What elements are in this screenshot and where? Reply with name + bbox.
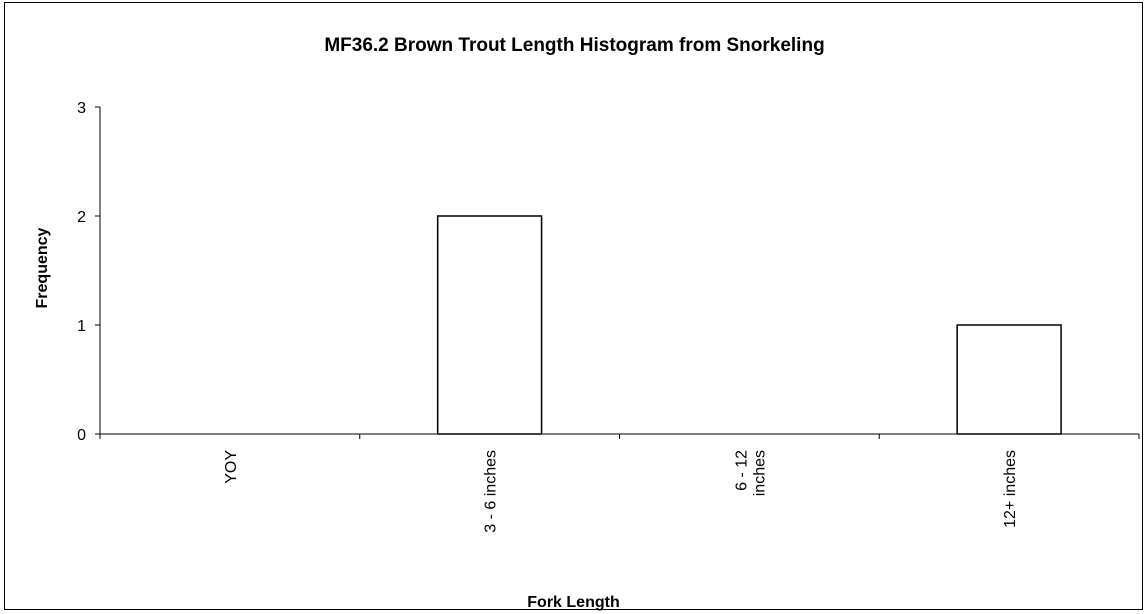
y-tick-label: 1 [77, 318, 86, 335]
chart-frame: MF36.2 Brown Trout Length Histogram from… [4, 2, 1143, 610]
y-tick-label: 2 [77, 209, 86, 226]
x-tick-label: inches [751, 450, 768, 496]
x-tick-label: 6 - 12 [733, 450, 750, 491]
bar [956, 324, 1062, 435]
x-tick-label: 12+ inches [1002, 450, 1019, 528]
chart-title: MF36.2 Brown Trout Length Histogram from… [324, 35, 825, 56]
x-tick-label: YOY [223, 450, 240, 484]
bar [436, 215, 543, 435]
y-tick-label: 3 [77, 100, 86, 117]
y-tick-label: 0 [77, 427, 86, 444]
x-axis-title: Fork Length [527, 594, 620, 611]
x-tick-label: 3 - 6 inches [483, 450, 500, 533]
